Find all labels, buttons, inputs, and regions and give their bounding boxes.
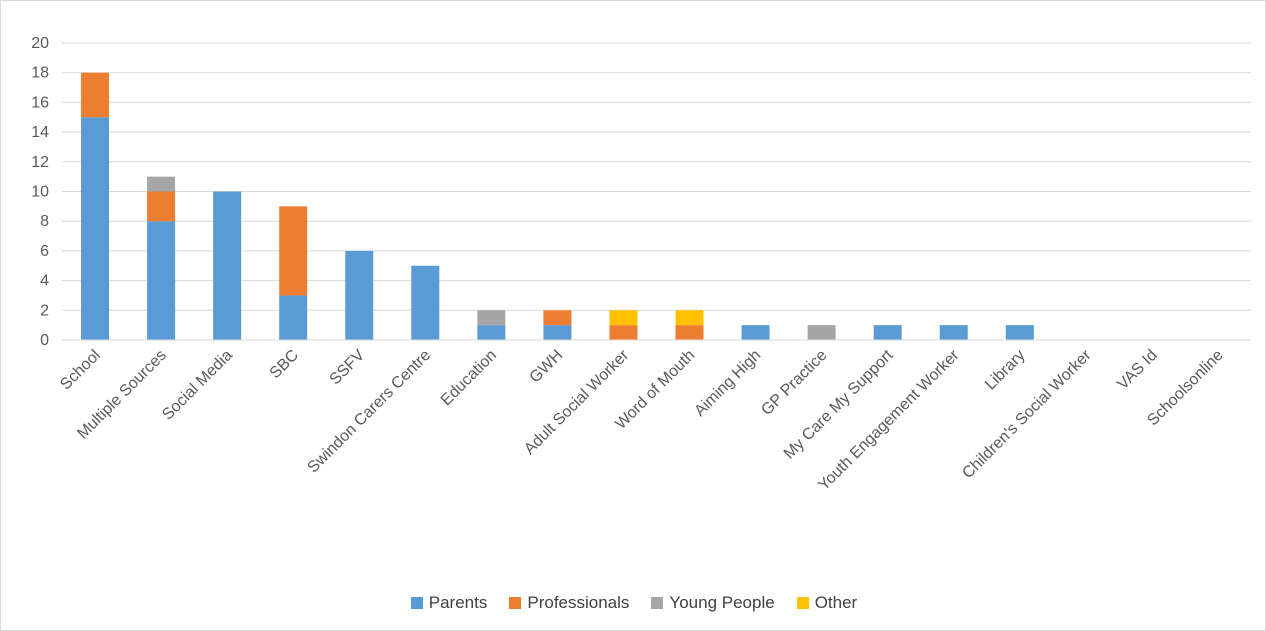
bar-segment bbox=[741, 325, 770, 340]
bar-segment bbox=[939, 325, 968, 340]
y-tick-label: 18 bbox=[31, 65, 49, 82]
bar-segment bbox=[411, 265, 440, 340]
y-tick-label: 10 bbox=[31, 184, 49, 201]
x-tick-label: Children's Social Worker bbox=[959, 346, 1095, 482]
y-tick-label: 2 bbox=[40, 302, 49, 319]
bar-segment bbox=[477, 310, 506, 326]
bar-segment bbox=[675, 310, 704, 326]
legend-swatch bbox=[651, 597, 664, 609]
bar-segment bbox=[279, 295, 308, 340]
bar-segment bbox=[147, 221, 176, 340]
x-tick-label: VAS Id bbox=[1114, 347, 1160, 393]
y-tick-label: 14 bbox=[31, 124, 49, 141]
bar-segment bbox=[81, 117, 110, 340]
bar-segment bbox=[543, 310, 572, 326]
x-tick-label: Aiming High bbox=[691, 347, 764, 420]
bar-segment bbox=[873, 325, 902, 340]
y-tick-label: 4 bbox=[40, 273, 49, 290]
gridlines bbox=[62, 42, 1251, 341]
legend-swatch bbox=[796, 597, 809, 609]
y-tick-label: 12 bbox=[31, 154, 49, 171]
x-tick-label: Swindon Carers Centre bbox=[305, 347, 435, 477]
y-tick-label: 16 bbox=[31, 94, 49, 111]
x-tick-label: Social Media bbox=[159, 347, 236, 424]
bar-segment bbox=[279, 206, 308, 296]
x-tick-label: Youth Engagement Worker bbox=[815, 346, 963, 494]
x-tick-label: SSFV bbox=[327, 347, 369, 389]
x-tick-label: School bbox=[57, 347, 104, 394]
bar-segment bbox=[477, 325, 506, 340]
bar-segment bbox=[675, 325, 704, 340]
bar-segment bbox=[807, 325, 836, 340]
y-tick-label: 6 bbox=[40, 243, 49, 260]
x-tick-label: SBC bbox=[267, 347, 302, 382]
bar-segment bbox=[609, 325, 638, 340]
legend-label: Young People bbox=[669, 593, 775, 612]
bar-segment bbox=[609, 310, 638, 326]
bar-segment bbox=[81, 72, 110, 118]
y-tick-label: 20 bbox=[31, 35, 49, 52]
legend-label: Professionals bbox=[527, 593, 630, 612]
x-tick-label: GP Practice bbox=[758, 347, 830, 419]
legend-item: Young People bbox=[651, 593, 775, 613]
bar-segment bbox=[345, 250, 374, 340]
legend-swatch bbox=[410, 597, 423, 609]
x-tick-label: My Care My Support bbox=[781, 346, 897, 462]
x-tick-label: GWH bbox=[527, 347, 567, 387]
legend: Parents Professionals Young People Other bbox=[1, 592, 1266, 614]
bar-segment bbox=[1005, 325, 1034, 340]
bar-segment bbox=[543, 325, 572, 340]
bar-segment bbox=[147, 191, 176, 222]
legend-label: Parents bbox=[428, 593, 488, 612]
y-tick-label: 8 bbox=[40, 213, 49, 230]
legend-item: Parents bbox=[410, 593, 488, 613]
legend-item: Other bbox=[796, 593, 858, 613]
bar-segment bbox=[213, 191, 242, 340]
x-tick-label: Library bbox=[982, 347, 1029, 394]
legend-swatch bbox=[509, 597, 522, 609]
legend-item: Professionals bbox=[509, 593, 629, 613]
bars bbox=[81, 72, 1034, 340]
y-tick-label: 0 bbox=[40, 332, 49, 349]
x-tick-label: Education bbox=[438, 347, 500, 409]
bar-segment bbox=[147, 176, 176, 192]
legend-label: Other bbox=[814, 593, 858, 612]
